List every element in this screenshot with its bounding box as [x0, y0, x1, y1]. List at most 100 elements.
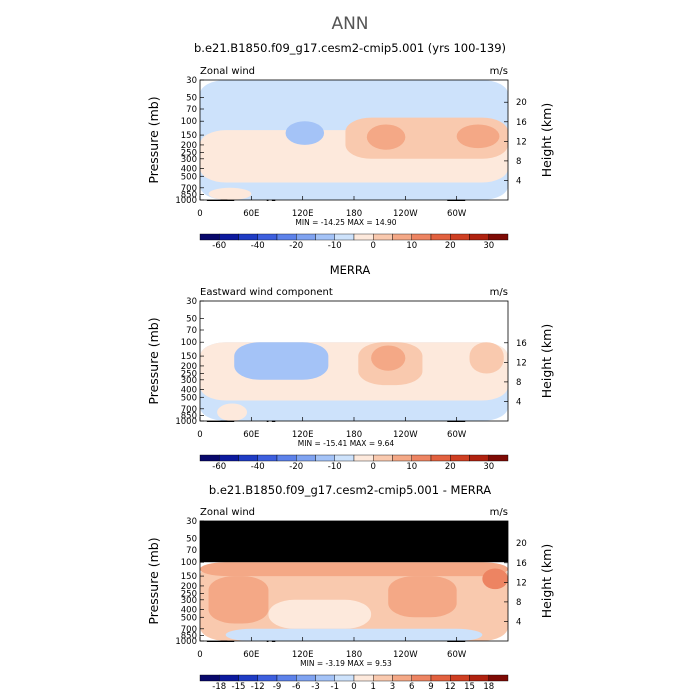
colorbar-label: -18: [212, 682, 226, 692]
contour-region-4: [268, 599, 372, 629]
y-tick-label: 150: [181, 572, 197, 582]
panel-title: MERRA: [330, 263, 371, 277]
colorbar-swatch-1: [199, 674, 220, 682]
x-tick-label: 180: [346, 430, 362, 440]
x-tick-label: 120W: [393, 209, 418, 219]
colorbar-label: 30: [483, 462, 494, 472]
colorbar-label: 10: [406, 462, 417, 472]
contour-region-6: [225, 628, 483, 641]
colorbar-swatch-15: [469, 454, 489, 462]
colorbar-label: 10: [406, 241, 417, 251]
colorbar-swatch-12: [411, 674, 432, 682]
y-tick-label: 50: [186, 314, 197, 324]
panel-field-label: Zonal wind: [200, 66, 255, 77]
y-tick-label: 200: [181, 141, 197, 151]
contour-region-3: [217, 403, 248, 421]
y-tick-label: 1000: [175, 417, 197, 427]
figure-main-title: ANN: [331, 14, 368, 34]
y2-tick-label: 20: [516, 539, 527, 549]
y-axis-label: Pressure (mb): [146, 537, 161, 624]
colorbar-label: -40: [251, 462, 265, 472]
colorbar-swatch-11: [392, 674, 412, 682]
y-tick-label: 100: [181, 117, 197, 127]
colorbar-swatch-14: [450, 454, 470, 462]
x-tick-label: 120E: [292, 430, 314, 440]
y2-tick-label: 8: [516, 378, 521, 388]
x-tick-label: 120W: [393, 650, 418, 660]
contour-region-5: [388, 576, 457, 618]
colorbar-label: 20: [445, 462, 456, 472]
colorbar-swatch-4: [257, 674, 278, 682]
colorbar-swatch-6: [296, 674, 316, 682]
colorbar-swatch-8: [334, 454, 355, 462]
y2-tick-label: 16: [516, 559, 527, 569]
y-tick-label: 400: [181, 606, 197, 616]
contour-region-3: [208, 576, 269, 624]
y-tick-label: 250: [181, 370, 197, 380]
y-tick-label: 400: [181, 165, 197, 175]
colorbar-swatch-1: [199, 233, 220, 241]
colorbar-swatch-16: [488, 674, 509, 682]
contour-region-6: [366, 124, 406, 150]
y-tick-label: 300: [181, 376, 197, 386]
contour-fills: [200, 80, 508, 200]
colorbar-label: 0: [371, 241, 376, 251]
colorbar-swatch-13: [430, 454, 451, 462]
colorbar-label: 6: [409, 682, 414, 692]
y2-axis-label: Height (km): [539, 103, 554, 177]
y2-tick-label: 8: [516, 598, 521, 608]
panel-title: b.e21.B1850.f09_g17.cesm2-cmip5.001 (yrs…: [194, 41, 506, 55]
x-tick-label: 60E: [243, 650, 259, 660]
colorbar-swatch-2: [219, 233, 239, 241]
x-tick-label: 0: [197, 430, 202, 440]
y-tick-label: 1000: [175, 637, 197, 647]
contour-region-4: [234, 342, 329, 380]
colorbar-label: -20: [289, 241, 303, 251]
x-tick-label: 60E: [243, 430, 259, 440]
colorbar-swatch-12: [411, 233, 432, 241]
contour-region-7: [456, 124, 500, 149]
y-tick-label: 150: [181, 352, 197, 362]
colorbar-swatch-10: [373, 454, 393, 462]
y-tick-label: 200: [181, 582, 197, 592]
colorbar-swatch-9: [353, 454, 374, 462]
y-tick-label: 50: [186, 534, 197, 544]
x-tick-label: 120W: [393, 430, 418, 440]
colorbar-swatch-5: [276, 233, 297, 241]
colorbar-swatch-1: [199, 454, 220, 462]
y-tick-label: 850: [181, 190, 197, 200]
y-tick-label: 70: [186, 105, 197, 115]
colorbar-label: -10: [328, 241, 342, 251]
y-tick-label: 250: [181, 149, 197, 159]
colorbar-swatch-12: [411, 454, 432, 462]
y2-axis-label: Height (km): [539, 324, 554, 398]
contour-fills: [200, 562, 508, 641]
contour-region-7: [469, 342, 504, 374]
colorbar-swatch-16: [488, 454, 509, 462]
contour-region-4: [285, 121, 325, 145]
colorbar-swatch-14: [450, 233, 470, 241]
contour-region-3: [208, 187, 252, 200]
panel-title: b.e21.B1850.f09_g17.cesm2-cmip5.001 - ME…: [209, 483, 491, 497]
contour-region-6: [371, 345, 406, 371]
colorbar-swatch-2: [219, 454, 239, 462]
colorbar-label: -60: [212, 462, 226, 472]
y-axis-label: Pressure (mb): [146, 317, 161, 404]
y-tick-label: 850: [181, 411, 197, 421]
colorbar-label: 30: [483, 241, 494, 251]
y2-tick-label: 16: [516, 339, 527, 349]
panel-units: m/s: [490, 287, 508, 298]
y-tick-label: 500: [181, 613, 197, 623]
contour-region-2: [200, 562, 508, 577]
colorbar-label: 3: [390, 682, 395, 692]
colorbar-swatch-10: [373, 674, 393, 682]
missing-data-region: [200, 521, 508, 563]
colorbar-swatch-14: [450, 674, 470, 682]
colorbar-label: 15: [464, 682, 475, 692]
colorbar-label: -3: [311, 682, 319, 692]
y-tick-label: 400: [181, 386, 197, 396]
y2-tick-label: 16: [516, 118, 527, 128]
colorbar-label: -20: [289, 462, 303, 472]
y-tick-label: 250: [181, 590, 197, 600]
y2-tick-label: 4: [516, 176, 521, 186]
